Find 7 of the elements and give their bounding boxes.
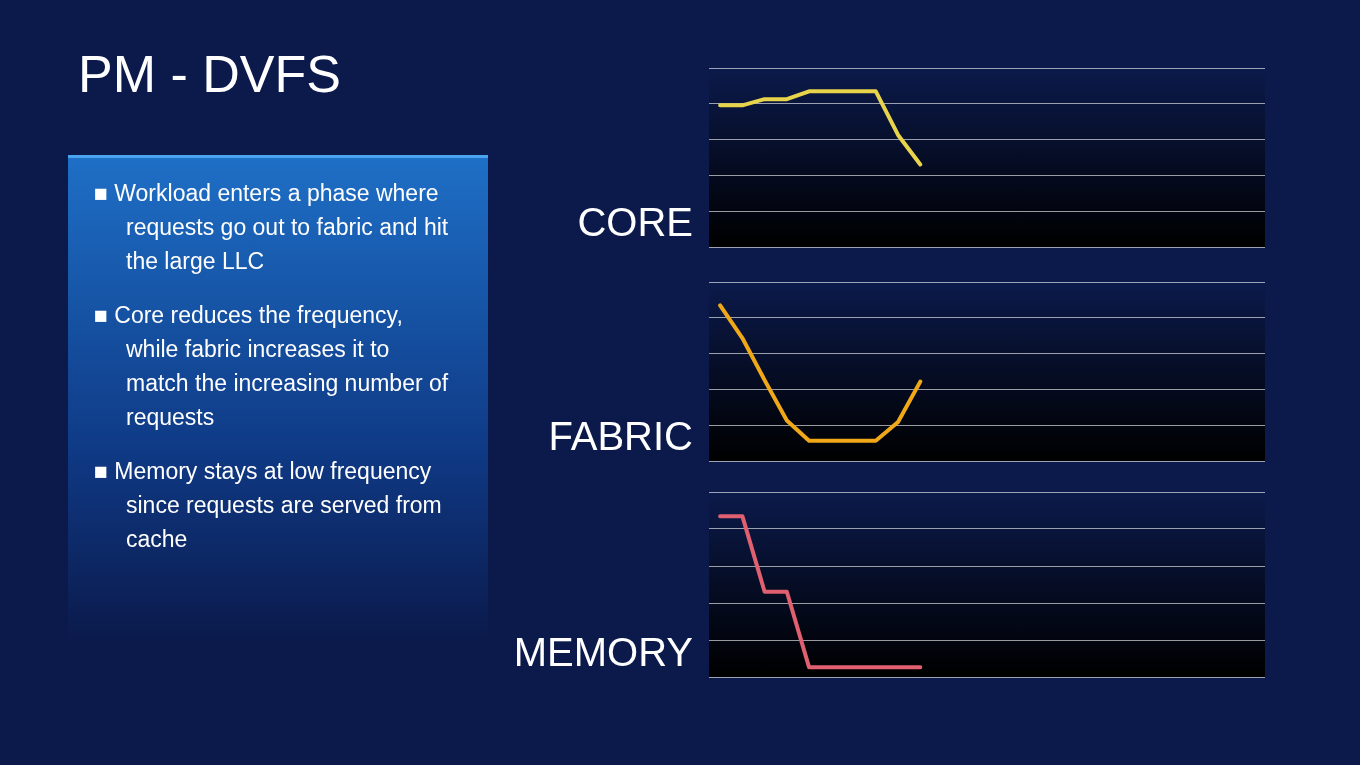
- text: ■ Memory stays at low frequency since requests are served from cache: [94, 457, 443, 554]
- text: ■ Core reduces the frequency, while fabric increases it to match the increasing number of requests: [94, 301, 450, 432]
- y-axis-title: FABRIC: [548, 414, 693, 459]
- y-axis-title: MEMORY: [513, 630, 693, 675]
- y-axis-title: CORE: [577, 200, 693, 245]
- text: PM - DVFS: [78, 44, 341, 104]
- text: ■ Workload enters a phase where requests go out to fabric and hit the large LLC: [94, 179, 450, 276]
